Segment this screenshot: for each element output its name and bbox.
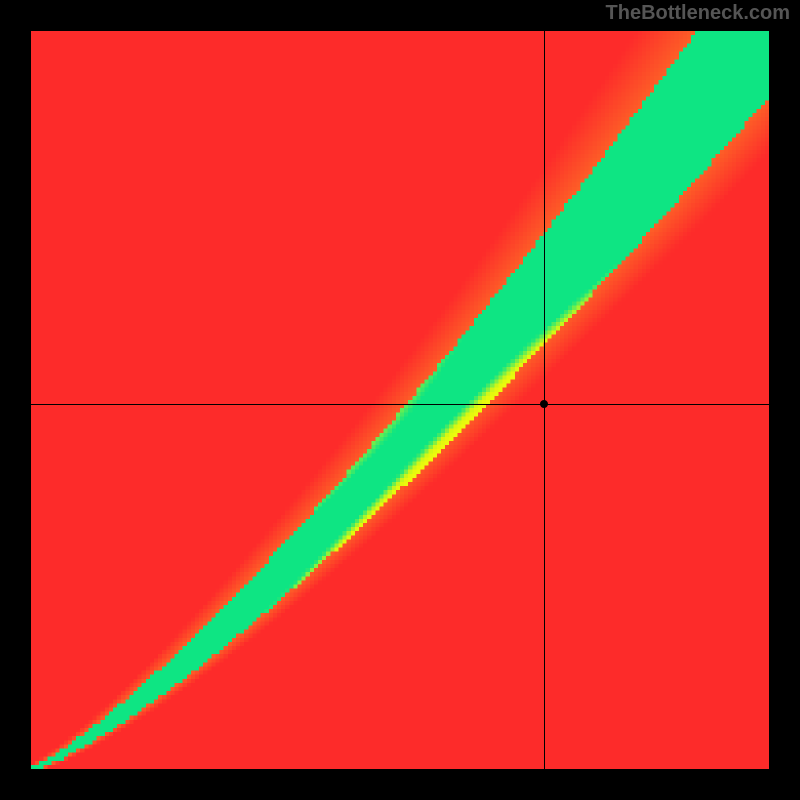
- chart-frame: [0, 0, 800, 800]
- crosshair-horizontal: [31, 404, 769, 405]
- watermark-text: TheBottleneck.com: [606, 2, 790, 25]
- heatmap-canvas: [31, 31, 769, 769]
- heatmap-plot: [31, 31, 769, 769]
- crosshair-marker: [540, 400, 548, 408]
